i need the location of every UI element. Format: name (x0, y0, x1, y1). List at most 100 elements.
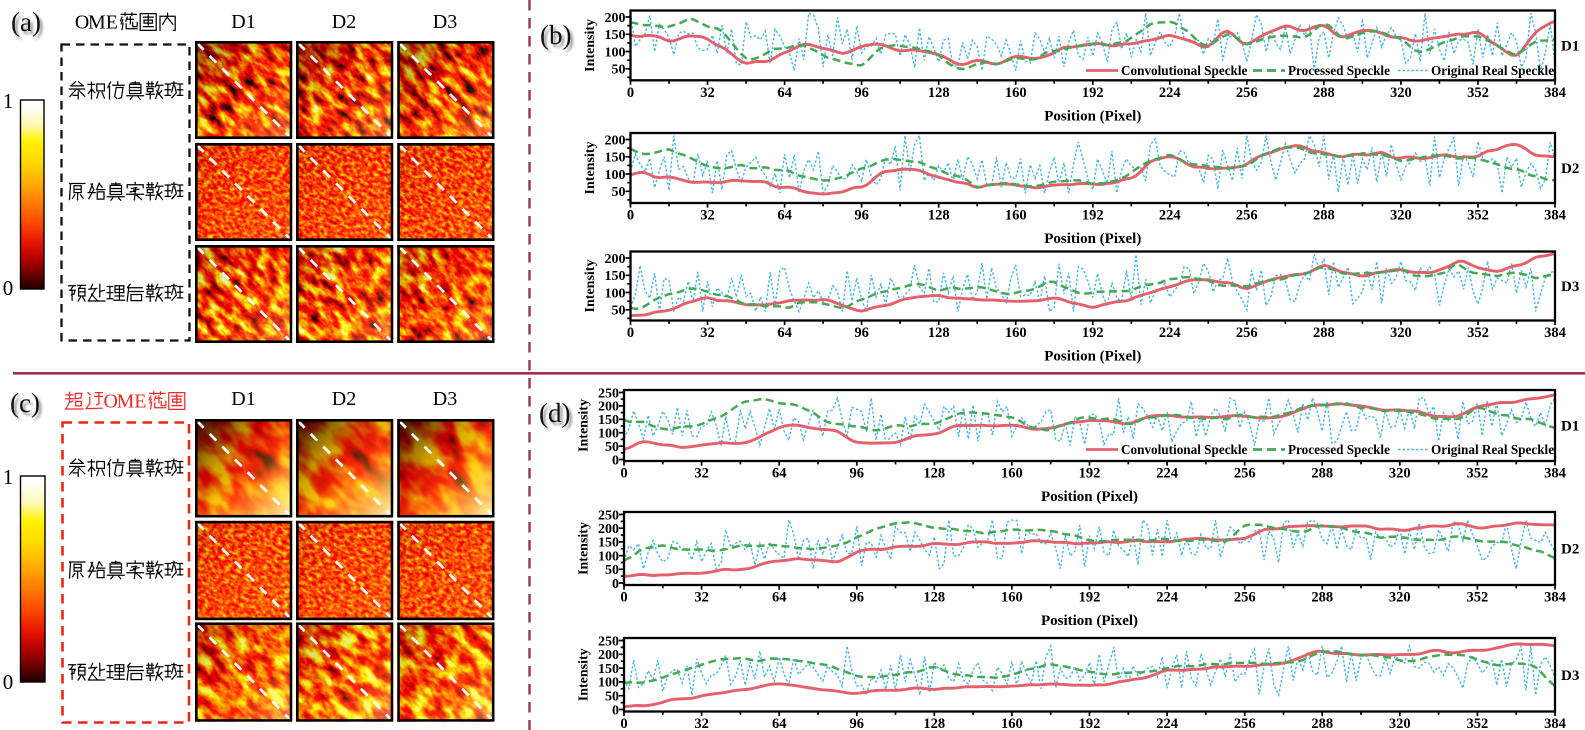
svg-text:Intensity: Intensity (583, 19, 598, 72)
svg-text:32: 32 (694, 590, 709, 606)
svg-text:192: 192 (1079, 716, 1101, 730)
svg-text:160: 160 (1005, 208, 1027, 224)
svg-text:D1: D1 (231, 388, 255, 410)
svg-text:1: 1 (3, 465, 14, 489)
svg-text:224: 224 (1156, 590, 1178, 606)
svg-text:192: 192 (1082, 85, 1104, 101)
svg-text:320: 320 (1390, 85, 1412, 101)
svg-text:32: 32 (700, 208, 715, 224)
svg-text:256: 256 (1234, 590, 1256, 606)
svg-text:352: 352 (1467, 85, 1489, 101)
svg-text:(a): (a) (14, 10, 44, 40)
svg-text:0: 0 (620, 590, 627, 606)
svg-text:(b): (b) (540, 20, 571, 50)
svg-text:Convolutional Speckle: Convolutional Speckle (1121, 63, 1248, 78)
svg-text:256: 256 (1234, 716, 1256, 730)
svg-text:96: 96 (854, 85, 869, 101)
svg-text:352: 352 (1467, 716, 1489, 730)
svg-text:50: 50 (612, 185, 626, 200)
svg-text:100: 100 (605, 45, 626, 60)
svg-text:Original Real Speckle: Original Real Speckle (1431, 63, 1554, 78)
svg-text:E: E (134, 391, 146, 413)
svg-text:96: 96 (854, 325, 869, 341)
svg-text:128: 128 (928, 85, 950, 101)
svg-text:Original Real Speckle: Original Real Speckle (1431, 442, 1554, 457)
svg-text:Convolutional Speckle: Convolutional Speckle (1121, 442, 1248, 457)
svg-text:M: M (117, 391, 135, 413)
svg-text:0: 0 (612, 703, 619, 718)
svg-text:224: 224 (1159, 325, 1181, 341)
svg-text:D2: D2 (332, 11, 356, 33)
svg-text:64: 64 (777, 325, 792, 341)
svg-text:0: 0 (627, 325, 634, 341)
svg-text:32: 32 (700, 325, 715, 341)
svg-text:200: 200 (598, 400, 619, 415)
svg-text:224: 224 (1159, 208, 1181, 224)
svg-text:384: 384 (1544, 590, 1566, 606)
svg-text:160: 160 (1001, 590, 1023, 606)
svg-text:0: 0 (627, 208, 634, 224)
svg-text:384: 384 (1544, 85, 1566, 101)
svg-text:352: 352 (1467, 590, 1489, 606)
svg-text:Processed Speckle: Processed Speckle (1288, 63, 1390, 78)
svg-text:288: 288 (1313, 208, 1335, 224)
svg-text:(c): (c) (10, 388, 40, 418)
svg-text:150: 150 (605, 28, 626, 43)
svg-text:224: 224 (1159, 85, 1181, 101)
svg-text:O: O (75, 12, 89, 34)
svg-text:288: 288 (1313, 85, 1335, 101)
svg-text:Position (Pixel): Position (Pixel) (1044, 231, 1141, 247)
svg-text:250: 250 (598, 508, 619, 523)
svg-text:192: 192 (1079, 590, 1101, 606)
svg-text:50: 50 (612, 63, 626, 78)
svg-text:0: 0 (620, 466, 627, 482)
svg-text:128: 128 (928, 208, 950, 224)
svg-text:320: 320 (1389, 466, 1411, 482)
svg-text:0: 0 (612, 577, 619, 592)
svg-text:Intensity: Intensity (577, 399, 592, 452)
svg-text:0: 0 (3, 276, 14, 300)
svg-text:D3: D3 (433, 388, 457, 410)
svg-text:(d): (d) (542, 401, 573, 431)
svg-text:32: 32 (694, 716, 709, 730)
svg-text:0: 0 (3, 670, 14, 694)
svg-text:352: 352 (1467, 208, 1489, 224)
svg-text:Position (Pixel): Position (Pixel) (1044, 349, 1141, 365)
svg-text:160: 160 (1005, 85, 1027, 101)
svg-text:D2: D2 (1561, 161, 1579, 177)
svg-text:Processed Speckle: Processed Speckle (1288, 442, 1390, 457)
svg-text:200: 200 (598, 522, 619, 537)
svg-text:150: 150 (605, 269, 626, 284)
svg-text:150: 150 (605, 151, 626, 166)
svg-text:96: 96 (850, 466, 865, 482)
svg-text:250: 250 (598, 386, 619, 401)
svg-text:64: 64 (772, 466, 787, 482)
svg-text:(a): (a) (11, 7, 41, 37)
svg-text:0: 0 (612, 453, 619, 468)
svg-text:256: 256 (1234, 466, 1256, 482)
svg-text:Position (Pixel): Position (Pixel) (1041, 613, 1138, 629)
svg-text:50: 50 (605, 690, 619, 705)
svg-text:M: M (88, 12, 106, 34)
svg-text:160: 160 (1001, 466, 1023, 482)
svg-text:200: 200 (605, 133, 626, 148)
svg-text:96: 96 (854, 208, 869, 224)
svg-text:128: 128 (923, 590, 945, 606)
svg-text:D1: D1 (1561, 38, 1579, 54)
svg-text:250: 250 (598, 634, 619, 649)
svg-text:100: 100 (605, 168, 626, 183)
svg-text:Position (Pixel): Position (Pixel) (1041, 489, 1138, 505)
svg-text:50: 50 (612, 304, 626, 319)
svg-text:100: 100 (598, 427, 619, 442)
svg-text:384: 384 (1544, 325, 1566, 341)
svg-text:200: 200 (605, 252, 626, 267)
svg-text:96: 96 (850, 716, 865, 730)
svg-text:320: 320 (1390, 325, 1412, 341)
svg-text:192: 192 (1082, 208, 1104, 224)
svg-text:D3: D3 (1561, 668, 1579, 684)
svg-text:352: 352 (1467, 325, 1489, 341)
svg-text:320: 320 (1389, 716, 1411, 730)
svg-text:256: 256 (1236, 85, 1258, 101)
svg-text:384: 384 (1544, 716, 1566, 730)
svg-text:160: 160 (1005, 325, 1027, 341)
